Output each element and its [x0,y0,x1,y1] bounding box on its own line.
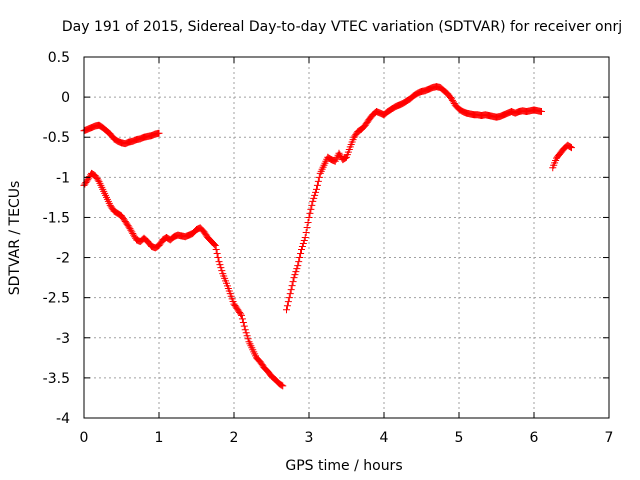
data-point [279,382,287,390]
data-point [315,173,323,181]
data-point [307,205,315,213]
x-tick-label: 4 [380,430,389,446]
data-point [242,329,250,337]
data-point [288,282,296,290]
data-point [312,188,320,196]
x-tick-label: 2 [230,430,239,446]
series-1 [80,121,163,148]
data-point [308,201,316,209]
data-point [285,294,293,302]
y-axis-ticks: 0.5 0 -0.5 -1 -1.5 -2 -2.5 -3 -3.5 -4 [43,50,609,427]
x-axis-label: GPS time / hours [285,458,402,474]
data-point [286,290,294,298]
data-point [298,246,305,254]
data-point [287,286,295,294]
data-point [301,234,309,241]
data-point [294,262,302,270]
data-point [310,194,318,202]
data-point [238,315,246,323]
y-tick-label: -3 [56,331,70,347]
data-point [155,129,163,137]
data-point [283,302,291,310]
data-point [538,108,545,116]
x-axis-ticks: 0 1 2 3 4 5 6 7 [80,57,614,446]
y-tick-label: -4 [56,411,70,427]
x-tick-label: 7 [605,430,614,446]
x-tick-label: 3 [305,430,314,446]
series-3 [283,83,545,314]
data-point [241,326,249,334]
data-point [289,278,297,286]
data-point [278,381,286,389]
chart-title: Day 191 of 2015, Sidereal Day-to-day VTE… [62,19,622,35]
data-point [313,185,320,193]
y-tick-label: -1 [56,170,70,186]
y-axis-label: SDTVAR / TECUs [7,181,23,296]
data-point [283,306,290,314]
x-tick-label: 0 [80,430,89,446]
data-point [211,242,219,250]
y-tick-label: -1.5 [43,210,70,226]
data-point [311,191,319,199]
data-point [210,241,218,249]
data-point [299,240,307,248]
series-4 [549,141,575,172]
data-point [240,322,248,330]
data-point [217,264,225,272]
data-point [293,265,301,273]
x-tick-label: 1 [155,430,164,446]
series-2 [80,169,287,390]
data-point [215,258,223,266]
data-point [213,250,221,258]
data-point [284,298,292,306]
data-point [214,254,222,262]
y-tick-label: -2 [56,251,70,267]
y-tick-label: -3.5 [43,371,70,387]
data-point [297,250,305,258]
y-tick-label: -2.5 [43,291,70,307]
data-point [304,218,312,226]
data-point [298,243,306,251]
data-point [309,197,317,205]
data-point [302,228,310,236]
data-point [292,268,300,276]
data-point [216,261,224,269]
x-tick-label: 6 [530,430,539,446]
data-point [237,310,245,318]
data-point [290,274,298,282]
data-point [244,335,252,343]
data-point [567,143,575,151]
data-point [238,311,245,319]
data-point [300,237,308,245]
data-points [80,83,575,390]
data-point [291,271,299,279]
data-point [243,332,251,340]
data-point [313,181,321,189]
data-point [306,209,314,217]
data-point [303,223,311,231]
data-point [212,246,220,254]
data-point [314,177,322,185]
y-tick-label: 0.5 [48,50,70,66]
data-point [295,258,303,266]
data-point [218,267,226,275]
y-tick-label: 0 [61,90,70,106]
data-point [239,319,247,327]
y-tick-label: -0.5 [43,130,70,146]
data-point [568,144,575,152]
data-point [296,254,304,262]
data-point [305,213,313,221]
plot-frame [83,56,610,419]
x-tick-label: 5 [455,430,464,446]
